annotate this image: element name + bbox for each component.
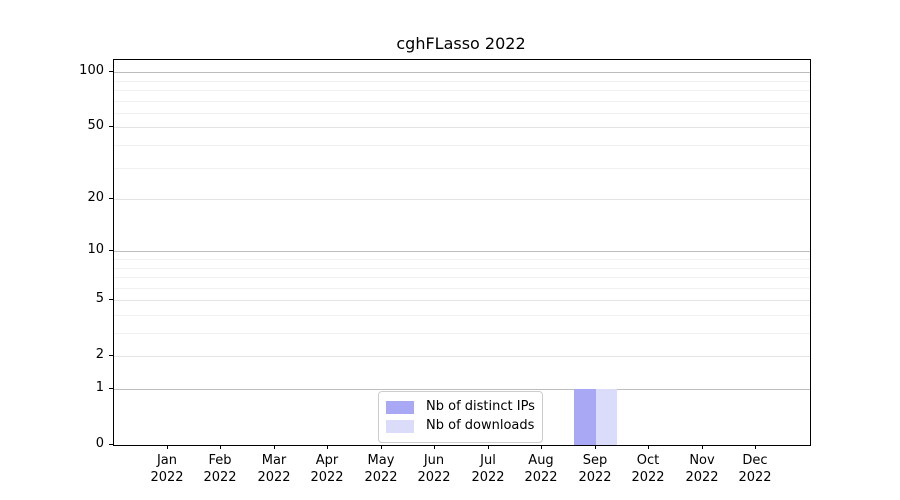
x-tick-label: Oct 2022 <box>631 453 665 485</box>
x-tick-label: Jun 2022 <box>417 453 451 485</box>
x-tick-label: Mar 2022 <box>257 453 291 485</box>
x-tick-mark <box>220 445 221 449</box>
x-tick-mark <box>274 445 275 449</box>
y-gridline-minor <box>114 81 810 82</box>
legend-item-downloads: Nb of downloads <box>386 417 534 435</box>
y-tick-mark <box>109 71 113 72</box>
y-tick-label: 5 <box>95 291 104 306</box>
x-tick-label: Nov 2022 <box>685 453 719 485</box>
legend: Nb of distinct IPs Nb of downloads <box>378 391 543 443</box>
y-gridline-major <box>114 199 810 200</box>
y-gridline-minor <box>114 168 810 169</box>
x-tick-mark <box>434 445 435 449</box>
y-gridline-minor <box>114 145 810 146</box>
y-tick-label: 2 <box>95 347 104 362</box>
y-gridline-minor <box>114 333 810 334</box>
y-tick-mark <box>109 388 113 389</box>
y-tick-label: 10 <box>87 242 104 257</box>
y-gridline-major <box>114 251 810 252</box>
y-gridline-minor <box>114 90 810 91</box>
y-tick-label: 20 <box>87 190 104 205</box>
y-gridline-minor <box>114 277 810 278</box>
y-gridline-major <box>114 389 810 390</box>
x-tick-label: Dec 2022 <box>738 453 772 485</box>
x-tick-label: Feb 2022 <box>203 453 237 485</box>
y-gridline-major <box>114 356 810 357</box>
bar-distinct-ips <box>574 389 596 445</box>
x-tick-label: Jul 2022 <box>471 453 505 485</box>
y-tick-mark <box>109 250 113 251</box>
x-tick-label: Sep 2022 <box>578 453 612 485</box>
y-tick-mark <box>109 355 113 356</box>
y-gridline-major <box>114 72 810 73</box>
chart-title: cghFLasso 2022 <box>396 34 526 53</box>
x-tick-mark <box>167 445 168 449</box>
x-tick-mark <box>381 445 382 449</box>
y-tick-label: 1 <box>95 380 104 395</box>
y-tick-mark <box>109 299 113 300</box>
y-tick-mark <box>109 126 113 127</box>
y-tick-label: 50 <box>87 118 104 133</box>
y-gridline-minor <box>114 113 810 114</box>
x-tick-mark <box>702 445 703 449</box>
x-tick-mark <box>541 445 542 449</box>
x-tick-mark <box>648 445 649 449</box>
plot-area: Nb of distinct IPs Nb of downloads <box>113 59 811 446</box>
y-gridline-minor <box>114 315 810 316</box>
x-tick-label: Jan 2022 <box>150 453 184 485</box>
y-gridline-major <box>114 127 810 128</box>
legend-label-downloads: Nb of downloads <box>426 418 535 433</box>
x-tick-mark <box>327 445 328 449</box>
y-gridline-major <box>114 300 810 301</box>
legend-label-distinct-ips: Nb of distinct IPs <box>426 399 535 414</box>
y-gridline-minor <box>114 259 810 260</box>
x-tick-label: May 2022 <box>364 453 398 485</box>
legend-item-distinct-ips: Nb of distinct IPs <box>386 398 535 416</box>
legend-swatch-distinct-ips <box>386 400 414 414</box>
y-gridline-minor <box>114 268 810 269</box>
legend-swatch-downloads <box>386 419 414 433</box>
y-tick-label: 0 <box>95 436 104 451</box>
y-gridline-minor <box>114 288 810 289</box>
x-tick-mark <box>595 445 596 449</box>
y-tick-mark <box>109 198 113 199</box>
bar-downloads <box>595 389 618 445</box>
x-tick-label: Apr 2022 <box>310 453 344 485</box>
y-tick-mark <box>109 444 113 445</box>
x-tick-mark <box>488 445 489 449</box>
x-tick-label: Aug 2022 <box>524 453 558 485</box>
y-tick-label: 100 <box>79 63 104 78</box>
y-gridline-minor <box>114 101 810 102</box>
x-tick-mark <box>755 445 756 449</box>
